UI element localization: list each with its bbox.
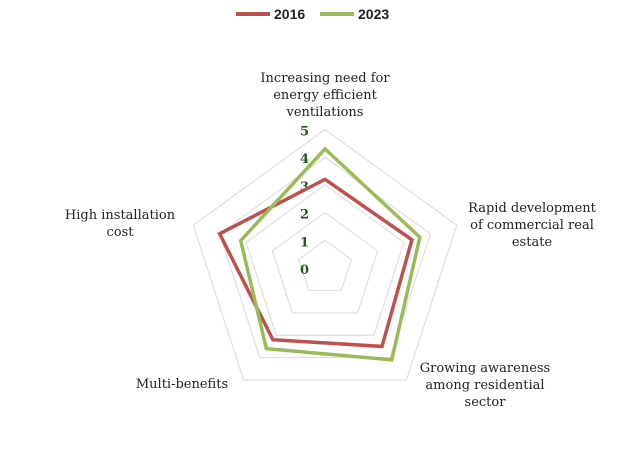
tick-label: 5	[300, 125, 309, 140]
legend-label: 2023	[358, 6, 389, 22]
axis-label: among residential	[425, 378, 544, 393]
axis-label: Rapid development	[468, 201, 597, 216]
axis-label: High installation	[65, 208, 176, 223]
data-point	[219, 233, 221, 235]
axis-label: of commercial real	[470, 218, 594, 233]
tick-label: 4	[300, 152, 309, 167]
legend-label: 2016	[274, 6, 305, 22]
data-point	[411, 239, 413, 241]
axis-label: sector	[465, 395, 507, 410]
tick-label: 3	[300, 180, 309, 195]
axis-label: Increasing need for	[260, 71, 390, 86]
axis-label: Multi-benefits	[136, 377, 228, 392]
gridline-level-1	[298, 239, 352, 291]
gridline-level-4	[219, 156, 431, 359]
tick-label: 2	[300, 208, 309, 223]
gridline-level-3	[245, 184, 405, 336]
tick-label: 1	[300, 235, 309, 250]
gridline-level-5	[192, 128, 458, 381]
axis-label: estate	[512, 235, 553, 250]
axis-label: ventilations	[286, 105, 364, 120]
data-point	[324, 148, 326, 150]
axis-label: cost	[106, 225, 134, 240]
series-line-2016	[217, 177, 414, 349]
data-point	[419, 236, 421, 238]
gridline-level-2	[271, 211, 379, 314]
data-point	[240, 240, 242, 242]
axis-label: energy efficient	[273, 88, 377, 103]
data-point	[324, 178, 326, 180]
tick-label: 0	[300, 263, 309, 278]
data-point	[265, 348, 267, 350]
series-line-2023	[238, 146, 422, 362]
data-point	[381, 345, 383, 347]
data-point	[391, 359, 393, 361]
data-point	[272, 339, 274, 341]
axis-label: Growing awareness	[420, 361, 550, 376]
